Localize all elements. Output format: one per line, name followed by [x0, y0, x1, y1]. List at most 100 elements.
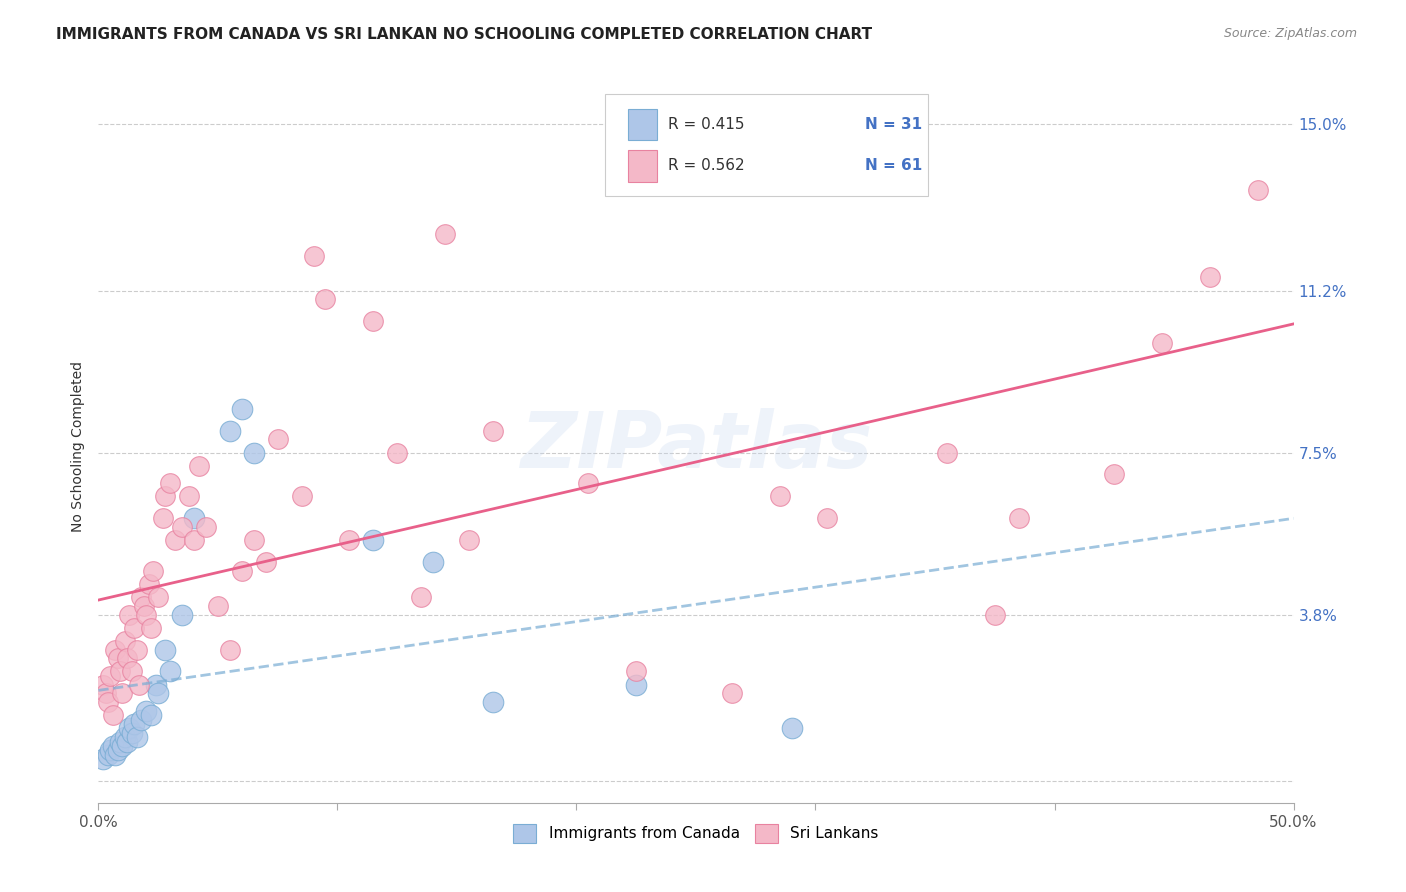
- Point: [1104, 467, 1126, 482]
- Point: [139, 621, 162, 635]
- Point: [578, 476, 600, 491]
- Point: [984, 607, 1007, 622]
- Point: [207, 599, 229, 613]
- Point: [231, 401, 253, 416]
- Point: [98, 669, 122, 683]
- Text: Source: ZipAtlas.com: Source: ZipAtlas.com: [1223, 27, 1357, 40]
- Point: [104, 642, 127, 657]
- Point: [145, 677, 167, 691]
- Point: [107, 651, 129, 665]
- Point: [101, 708, 124, 723]
- Point: [183, 533, 205, 548]
- Point: [131, 590, 153, 604]
- Point: [243, 445, 266, 459]
- Point: [411, 590, 433, 604]
- Point: [254, 555, 277, 569]
- Point: [91, 752, 114, 766]
- Point: [219, 424, 242, 438]
- Point: [114, 730, 136, 744]
- Point: [363, 314, 385, 328]
- Point: [97, 695, 120, 709]
- Point: [131, 713, 153, 727]
- Point: [148, 590, 170, 604]
- Point: [142, 564, 165, 578]
- Point: [124, 717, 146, 731]
- Point: [159, 665, 181, 679]
- Point: [219, 642, 242, 657]
- Point: [132, 599, 155, 613]
- Point: [97, 747, 120, 762]
- Point: [108, 734, 131, 748]
- Point: [159, 476, 181, 491]
- Point: [155, 642, 177, 657]
- Point: [481, 424, 505, 438]
- Text: N = 61: N = 61: [865, 158, 922, 173]
- Point: [104, 747, 127, 762]
- Point: [91, 677, 114, 691]
- Point: [115, 734, 138, 748]
- Text: N = 31: N = 31: [865, 117, 922, 132]
- Point: [121, 665, 143, 679]
- Point: [114, 633, 136, 648]
- Point: [107, 743, 129, 757]
- Point: [94, 686, 117, 700]
- Point: [111, 686, 134, 700]
- Point: [125, 642, 148, 657]
- Point: [111, 739, 134, 753]
- Point: [1199, 270, 1222, 285]
- Point: [1008, 511, 1031, 525]
- Point: [267, 433, 290, 447]
- Legend: Immigrants from Canada, Sri Lankans: Immigrants from Canada, Sri Lankans: [508, 818, 884, 848]
- Point: [125, 730, 148, 744]
- Text: IMMIGRANTS FROM CANADA VS SRI LANKAN NO SCHOOLING COMPLETED CORRELATION CHART: IMMIGRANTS FROM CANADA VS SRI LANKAN NO …: [56, 27, 872, 42]
- Point: [231, 564, 253, 578]
- Point: [121, 725, 143, 739]
- Point: [138, 577, 160, 591]
- Point: [172, 520, 194, 534]
- Point: [163, 533, 186, 548]
- Point: [187, 458, 209, 473]
- Point: [115, 651, 138, 665]
- Point: [780, 722, 803, 736]
- Point: [155, 489, 177, 503]
- Point: [118, 722, 141, 736]
- Point: [195, 520, 218, 534]
- Y-axis label: No Schooling Completed: No Schooling Completed: [70, 360, 84, 532]
- Point: [135, 607, 157, 622]
- Point: [302, 249, 325, 263]
- Point: [172, 607, 194, 622]
- Point: [626, 677, 648, 691]
- Point: [721, 686, 744, 700]
- Point: [385, 445, 409, 459]
- Point: [339, 533, 361, 548]
- Point: [291, 489, 314, 503]
- Point: [124, 621, 146, 635]
- Text: ZIPatlas: ZIPatlas: [520, 408, 872, 484]
- Point: [422, 555, 444, 569]
- Point: [315, 293, 337, 307]
- Point: [135, 704, 157, 718]
- Point: [139, 708, 162, 723]
- Text: R = 0.415: R = 0.415: [668, 117, 744, 132]
- Point: [101, 739, 124, 753]
- Point: [1247, 183, 1270, 197]
- Point: [434, 227, 457, 241]
- Point: [481, 695, 505, 709]
- Point: [183, 511, 205, 525]
- Point: [179, 489, 201, 503]
- Point: [363, 533, 385, 548]
- Point: [152, 511, 174, 525]
- Point: [936, 445, 959, 459]
- Point: [768, 489, 790, 503]
- Point: [1152, 336, 1174, 351]
- Point: [148, 686, 170, 700]
- Text: R = 0.562: R = 0.562: [668, 158, 744, 173]
- Point: [865, 117, 887, 131]
- Point: [98, 743, 122, 757]
- Point: [243, 533, 266, 548]
- Point: [108, 665, 131, 679]
- Point: [118, 607, 141, 622]
- Point: [128, 677, 150, 691]
- Point: [815, 511, 838, 525]
- Point: [626, 665, 648, 679]
